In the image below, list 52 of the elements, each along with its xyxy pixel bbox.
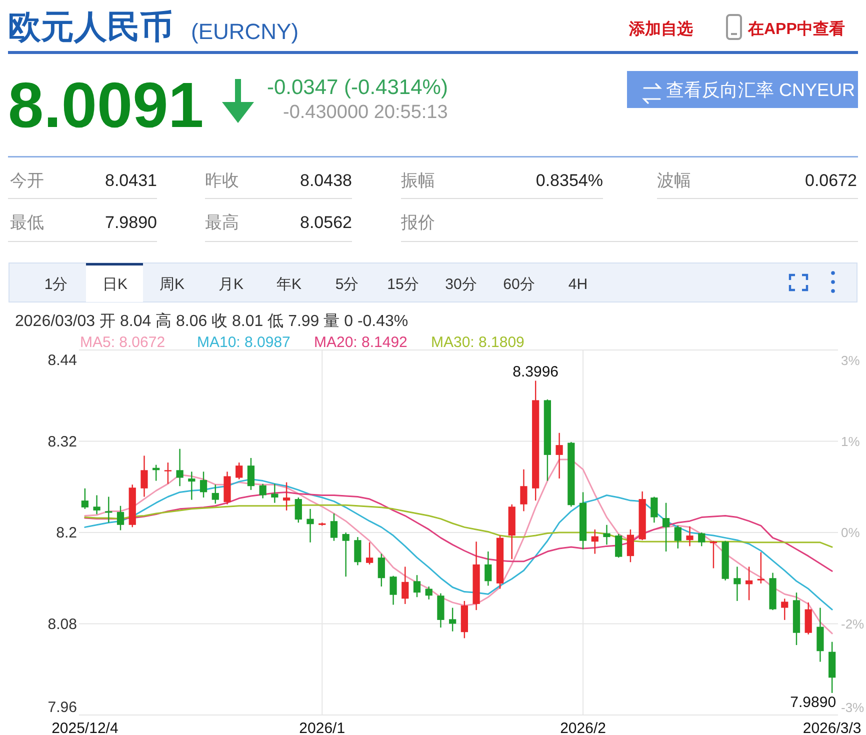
tab-label: 60分 bbox=[503, 276, 535, 293]
y2-tick-label: 0% bbox=[841, 525, 860, 540]
text: 8.0431 bbox=[105, 171, 157, 190]
tab-label: 4H bbox=[568, 276, 588, 293]
text: 今开 bbox=[10, 171, 44, 190]
x-tick-label: 2026/2 bbox=[560, 720, 606, 735]
y-tick-label: 8.44 bbox=[48, 352, 77, 369]
text: 昨收 bbox=[205, 171, 239, 190]
chart-subtitle: (EURCNY) bbox=[191, 19, 299, 44]
text: 7.9890 bbox=[105, 213, 157, 232]
text: MA20: 8.1492 bbox=[314, 334, 408, 351]
y2-tick-label: -3% bbox=[841, 700, 865, 715]
text: -0.430000 20:55:13 bbox=[283, 102, 448, 123]
tab-label: 15分 bbox=[387, 276, 419, 293]
tab-label: 周K bbox=[160, 276, 184, 293]
text: 振幅 bbox=[401, 171, 435, 190]
text: -0.0347 (-0.4314%) bbox=[267, 76, 448, 99]
x-tick-label: 2025/12/4 bbox=[52, 720, 118, 735]
text: MA30: 8.1809 bbox=[431, 334, 524, 351]
y-tick-label: 8.2 bbox=[56, 524, 77, 542]
tab-label: 年K bbox=[276, 276, 302, 293]
y-tick-label: 8.08 bbox=[48, 616, 77, 633]
annotation: 8.3996 bbox=[512, 364, 559, 381]
text: MA5: 8.0672 bbox=[80, 334, 166, 351]
text: MA10: 8.0987 bbox=[197, 334, 290, 351]
y2-tick-label: 1% bbox=[841, 434, 860, 449]
text: 8.0562 bbox=[300, 213, 352, 232]
button: 查看反向汇率 CNYEUR bbox=[627, 71, 858, 108]
text: 2026/03/03 开 8.04 高 8.06 收 8.01 低 7.99 量 0 -0.43% bbox=[15, 312, 408, 330]
text: 添加自选 bbox=[628, 20, 693, 38]
x-tick-label: 2026/3/3 bbox=[802, 720, 862, 735]
text: 在APP中查看 bbox=[747, 20, 845, 38]
text: 报价 bbox=[400, 213, 435, 232]
tab-label: 1分 bbox=[44, 276, 68, 293]
y2-tick-label: 3% bbox=[841, 353, 860, 368]
text: 最低 bbox=[10, 213, 44, 232]
tab: 日K bbox=[86, 263, 143, 302]
tab-label: 月K bbox=[218, 276, 244, 293]
y-tick-label: 7.96 bbox=[48, 699, 77, 716]
chart-title: 欧元人民币 bbox=[8, 8, 173, 45]
text: 8.0438 bbox=[300, 171, 352, 190]
tab-label: 5分 bbox=[335, 276, 359, 293]
tab-label: 30分 bbox=[445, 276, 477, 293]
text: 波幅 bbox=[657, 171, 691, 190]
annotation: 7.9890 bbox=[790, 694, 836, 711]
text: 0.8354% bbox=[536, 171, 603, 190]
y-tick-label: 8.32 bbox=[48, 433, 77, 450]
x-tick-label: 2026/1 bbox=[299, 720, 346, 735]
text: 最高 bbox=[205, 213, 239, 232]
y2-tick-label: -2% bbox=[841, 616, 865, 632]
text: 8.0091 bbox=[8, 69, 204, 141]
text: 0.0672 bbox=[805, 171, 857, 190]
